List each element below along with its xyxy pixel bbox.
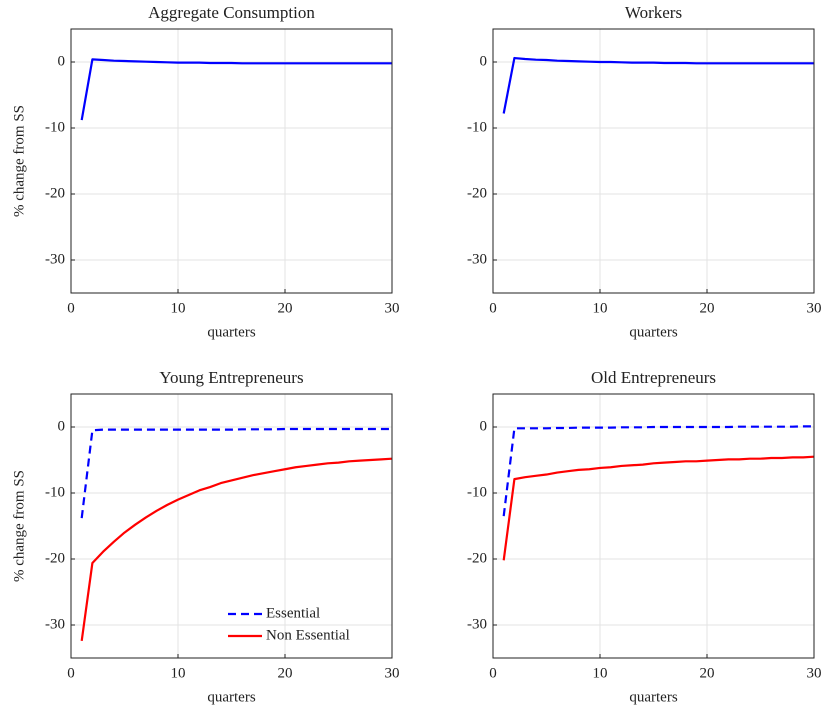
x-tick-label: 30 bbox=[807, 300, 822, 316]
series-line bbox=[80, 58, 392, 121]
x-axis-label: quarters bbox=[207, 689, 255, 705]
series-line bbox=[502, 455, 815, 561]
y-tick-label: -10 bbox=[45, 484, 65, 500]
subplot: 0 10 20 30 -30 -20 -10 0 Young Entrepreneurs quar… bbox=[11, 368, 399, 706]
y-tick-label: 0 bbox=[480, 53, 488, 69]
x-tick-label: 30 bbox=[385, 665, 400, 681]
chart-title: Old Entrepreneurs bbox=[591, 368, 716, 387]
y-tick-label: -30 bbox=[45, 251, 65, 267]
x-axis-label: quarters bbox=[629, 324, 677, 340]
subplot: 0 10 20 30 -30 -20 -10 0 Aggregate Consumption qu… bbox=[11, 3, 399, 341]
y-tick-label: -10 bbox=[467, 119, 487, 135]
series-line bbox=[80, 457, 393, 641]
y-tick-label: -30 bbox=[45, 616, 65, 632]
x-tick-label: 20 bbox=[700, 665, 715, 681]
x-tick-label: 10 bbox=[171, 300, 186, 316]
axes-box bbox=[70, 393, 393, 659]
legend-label: Non Essential bbox=[266, 627, 350, 643]
x-tick-label: 0 bbox=[489, 665, 497, 681]
x-tick-label: 10 bbox=[593, 665, 608, 681]
chart-title: Workers bbox=[625, 3, 682, 22]
y-tick-label: 0 bbox=[58, 418, 66, 434]
y-tick-label: -20 bbox=[45, 185, 65, 201]
y-tick-label: 0 bbox=[58, 53, 66, 69]
x-tick-label: 20 bbox=[278, 300, 293, 316]
chart-title: Aggregate Consumption bbox=[148, 3, 315, 22]
x-axis-label: quarters bbox=[207, 324, 255, 340]
x-tick-label: 20 bbox=[278, 665, 293, 681]
y-axis-label: % change from SS bbox=[11, 470, 27, 582]
legend: Essential Non Essential bbox=[228, 605, 350, 643]
axes-box bbox=[492, 28, 815, 294]
legend-label: Essential bbox=[266, 605, 320, 621]
x-tick-label: 0 bbox=[67, 300, 75, 316]
x-tick-label: 0 bbox=[67, 665, 75, 681]
x-tick-label: 0 bbox=[489, 300, 497, 316]
subplot: 0 10 20 30 -30 -20 -10 0 Workers quarters bbox=[467, 3, 822, 341]
y-tick-label: -20 bbox=[467, 185, 487, 201]
y-tick-label: 0 bbox=[480, 418, 488, 434]
series-line bbox=[502, 56, 814, 114]
y-tick-label: -30 bbox=[467, 251, 487, 267]
x-tick-label: 10 bbox=[593, 300, 608, 316]
x-tick-label: 30 bbox=[385, 300, 400, 316]
axes-background bbox=[71, 29, 392, 293]
y-tick-label: -30 bbox=[467, 616, 487, 632]
axes-box bbox=[70, 28, 393, 294]
axes-background bbox=[493, 394, 814, 658]
axes-background bbox=[71, 394, 392, 658]
chart-title: Young Entrepreneurs bbox=[159, 368, 303, 387]
y-tick-label: -20 bbox=[467, 550, 487, 566]
x-tick-label: 20 bbox=[700, 300, 715, 316]
y-tick-label: -10 bbox=[467, 484, 487, 500]
subplot: 0 10 20 30 -30 -20 -10 0 Old Entrepreneurs quarte… bbox=[467, 368, 822, 706]
axes-background bbox=[493, 29, 814, 293]
x-tick-label: 30 bbox=[807, 665, 822, 681]
y-tick-label: -20 bbox=[45, 550, 65, 566]
y-axis-label: % change from SS bbox=[11, 105, 27, 217]
y-tick-label: -10 bbox=[45, 119, 65, 135]
x-axis-label: quarters bbox=[629, 689, 677, 705]
axes-box bbox=[492, 393, 815, 659]
x-tick-label: 10 bbox=[171, 665, 186, 681]
